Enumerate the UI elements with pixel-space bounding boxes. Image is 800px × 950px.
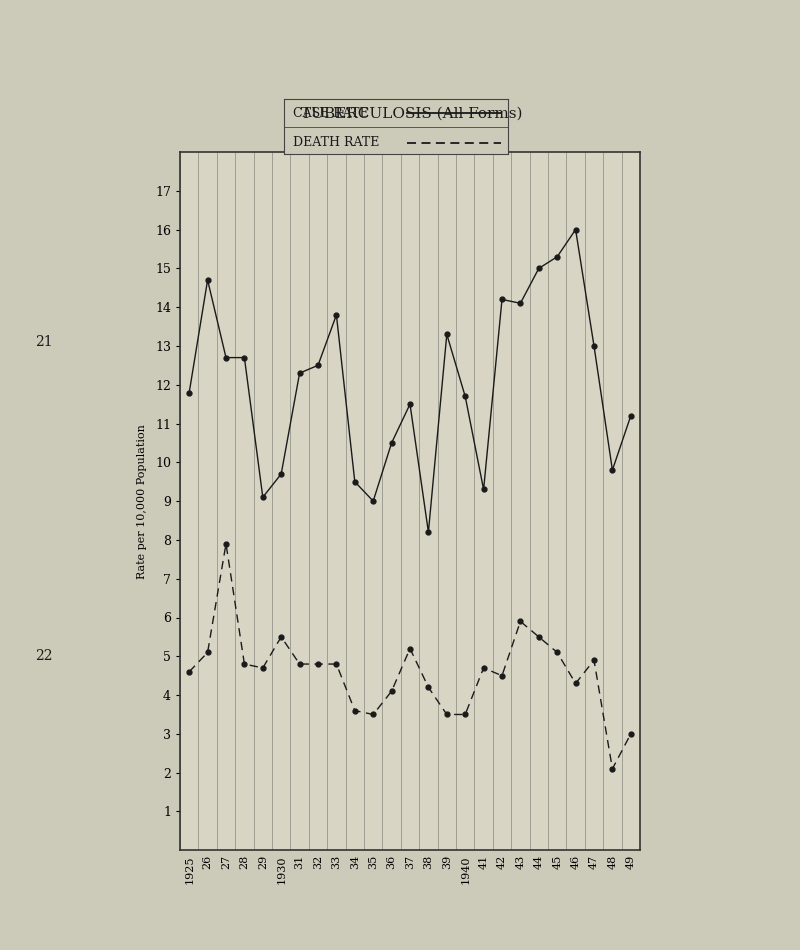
Text: CASE RATE: CASE RATE <box>293 106 369 120</box>
Text: TUBERCULOSIS (All Forms): TUBERCULOSIS (All Forms) <box>302 107 522 121</box>
Text: 21: 21 <box>35 335 53 349</box>
Text: 22: 22 <box>35 649 53 662</box>
Text: DEATH RATE: DEATH RATE <box>293 137 379 149</box>
Y-axis label: Rate per 10,000 Population: Rate per 10,000 Population <box>137 424 146 579</box>
